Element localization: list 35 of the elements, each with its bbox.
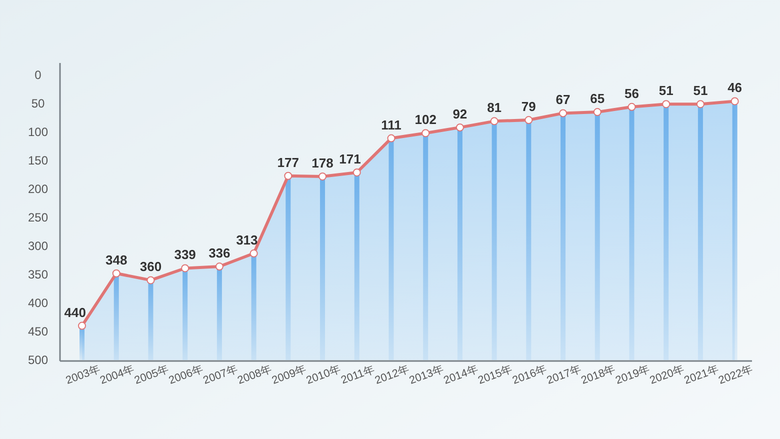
y-tick-label: 150 [28, 154, 48, 168]
data-label: 46 [728, 80, 742, 96]
data-label: 102 [414, 112, 436, 128]
data-label: 92 [452, 106, 468, 122]
y-tick-label: 50 [31, 96, 45, 110]
data-label: 313 [236, 232, 258, 248]
y-tick-label: 450 [28, 324, 48, 338]
data-label: 339 [174, 247, 196, 262]
data-label: 177 [277, 154, 300, 170]
x-tick-label: 2022年 [717, 363, 755, 387]
data-label: 360 [140, 259, 162, 274]
data-label: 79 [521, 99, 536, 114]
y-tick-label: 0 [34, 68, 42, 82]
y-tick-label: 400 [28, 296, 48, 310]
y-tick-label: 500 [28, 353, 48, 367]
data-label: 336 [208, 246, 230, 261]
x-tick-label: 2016年 [510, 363, 548, 387]
data-label: 111 [381, 117, 402, 132]
data-label: 171 [339, 151, 361, 166]
y-tick-label: 100 [28, 125, 48, 139]
data-label: 440 [64, 304, 86, 320]
data-label: 178 [312, 155, 334, 170]
data-label: 51 [658, 83, 674, 98]
y-tick-label: 200 [28, 182, 48, 196]
data-label: 56 [624, 86, 639, 101]
x-tick-label: 2005年 [132, 363, 170, 387]
y-tick-label: 300 [28, 239, 48, 253]
data-label: 51 [693, 83, 708, 98]
data-label: 81 [487, 100, 502, 116]
data-label: 348 [106, 252, 128, 268]
data-label: 65 [590, 91, 605, 106]
data-label: 67 [556, 92, 570, 108]
y-tick-label: 250 [28, 210, 48, 224]
y-tick-label: 350 [28, 268, 48, 282]
x-tick-label: 2019年 [614, 363, 652, 387]
